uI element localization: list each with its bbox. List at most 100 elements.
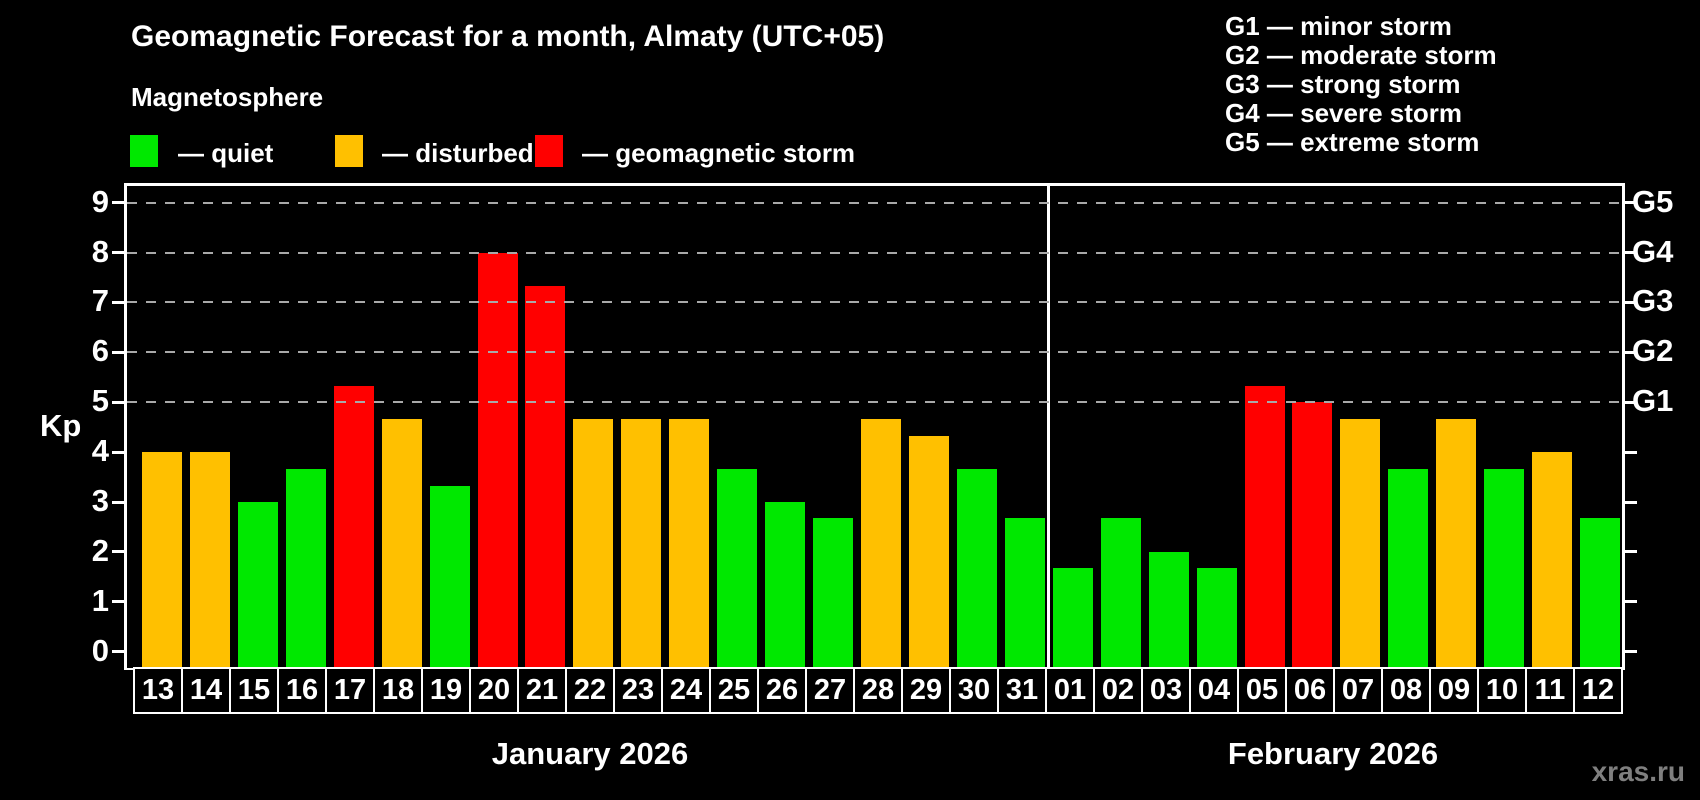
y-axis-tick-label: 7: [91, 283, 109, 319]
bar-cell: [1384, 186, 1432, 668]
kp-bar-02: [1100, 518, 1141, 668]
kp-bar-03: [1148, 551, 1189, 668]
bar-cell: [522, 186, 570, 668]
bar-cell: [1480, 186, 1528, 668]
day-label-07: 07: [1333, 667, 1383, 714]
gridline-kp6: [127, 351, 1622, 354]
kp-bar-28: [861, 418, 902, 668]
day-label-31: 31: [997, 667, 1047, 714]
day-label-22: 22: [565, 667, 615, 714]
gridline-kp9: [127, 201, 1622, 204]
g-legend-line: G2 — moderate storm: [1225, 40, 1497, 70]
bar-cell: [569, 186, 617, 668]
y-axis-tick: [112, 450, 124, 454]
quiet-legend-label: — quiet: [178, 138, 274, 168]
bar-cell: [761, 186, 809, 668]
bar-cell: [474, 186, 522, 668]
y-axis-tick: [112, 251, 124, 254]
day-label-29: 29: [901, 667, 951, 714]
right-axis-tick: [1625, 350, 1637, 354]
day-label-12: 12: [1573, 667, 1623, 714]
kp-bar-27: [813, 518, 854, 668]
y-axis-tick: [112, 500, 124, 504]
day-label-16: 16: [277, 667, 327, 714]
y-axis-tick-label: 3: [91, 483, 109, 518]
g-legend-line: G1 — minor storm: [1225, 11, 1452, 41]
kp-bar-31: [1004, 518, 1045, 668]
y-axis-tick-label: 0: [91, 632, 109, 668]
bar-cell: [1193, 186, 1241, 668]
bar-cell: [857, 186, 905, 668]
right-axis-tick: [1625, 251, 1637, 254]
kp-bar-23: [621, 418, 662, 668]
day-label-11: 11: [1525, 667, 1575, 714]
day-label-25: 25: [709, 667, 759, 714]
bar-cell: [953, 186, 1001, 668]
right-axis-tick: [1625, 550, 1637, 554]
day-label-05: 05: [1237, 667, 1287, 714]
kp-bar-06: [1292, 402, 1333, 668]
kp-bar-11: [1532, 452, 1573, 668]
kp-bar-19: [429, 485, 470, 668]
day-label-24: 24: [661, 667, 711, 714]
magnetosphere-label: Magnetosphere: [131, 82, 324, 112]
kp-bar-29: [908, 435, 949, 668]
bar-cell: [617, 186, 665, 668]
right-axis-label-g5: G5: [1632, 183, 1674, 219]
y-axis-tick: [112, 600, 124, 604]
gridline-kp5: [127, 401, 1622, 404]
watermark: xras.ru: [1591, 756, 1685, 787]
g-legend-line: G4 — severe storm: [1225, 98, 1463, 128]
right-axis-tick: [1625, 500, 1637, 504]
day-label-13: 13: [133, 667, 183, 714]
day-label-03: 03: [1141, 667, 1191, 714]
disturbed-legend-label: — disturbed: [382, 138, 534, 168]
day-label-04: 04: [1189, 667, 1239, 714]
y-axis-tick-label: 5: [91, 383, 109, 419]
day-label-30: 30: [949, 667, 999, 714]
kp-bar-04: [1196, 568, 1237, 668]
bar-cell: [1241, 186, 1289, 668]
bar-cell: [1289, 186, 1337, 668]
y-axis-tick: [112, 350, 124, 354]
y-axis-tick-label: 8: [91, 233, 109, 269]
bar-cell: [1432, 186, 1480, 668]
kp-bar-01: [1052, 568, 1093, 668]
right-axis-label-g1: G1: [1632, 383, 1674, 419]
y-axis-title: Kp: [40, 408, 82, 443]
right-axis-tick: [1625, 450, 1637, 454]
day-label-21: 21: [517, 667, 567, 714]
y-axis-tick-label: 2: [91, 532, 109, 568]
month-separator-line: [1046, 186, 1050, 668]
bar-cell: [378, 186, 426, 668]
disturbed-swatch-icon: [335, 135, 363, 167]
kp-bar-30: [956, 468, 997, 668]
bar-cell: [1528, 186, 1576, 668]
right-axis-tick: [1625, 400, 1637, 404]
bar-cell: [905, 186, 953, 668]
day-label-19: 19: [421, 667, 471, 714]
kp-bar-08: [1388, 468, 1429, 668]
bars-container: [138, 186, 1624, 668]
bar-cell: [330, 186, 378, 668]
page-title: Geomagnetic Forecast for a month, Almaty…: [131, 20, 885, 53]
y-axis-tick: [112, 300, 124, 304]
y-axis-tick: [112, 650, 124, 654]
kp-bar-26: [765, 502, 806, 668]
gridline-kp8: [127, 251, 1622, 254]
storm-legend-label: — geomagnetic storm: [582, 138, 856, 168]
quiet-swatch-icon: [130, 135, 158, 167]
day-label-06: 06: [1285, 667, 1335, 714]
y-axis-tick: [112, 201, 124, 205]
bar-cell: [665, 186, 713, 668]
g-legend-line: G3 — strong storm: [1225, 69, 1461, 99]
day-label-18: 18: [373, 667, 423, 714]
month-label-january: January 2026: [491, 736, 689, 771]
kp-bar-07: [1340, 418, 1381, 668]
kp-bar-16: [285, 468, 326, 668]
storm-swatch-icon: [535, 135, 563, 167]
day-label-26: 26: [757, 667, 807, 714]
right-axis-tick: [1625, 201, 1637, 205]
y-axis-tick-label: 1: [91, 582, 109, 618]
kp-bar-17: [333, 385, 374, 668]
